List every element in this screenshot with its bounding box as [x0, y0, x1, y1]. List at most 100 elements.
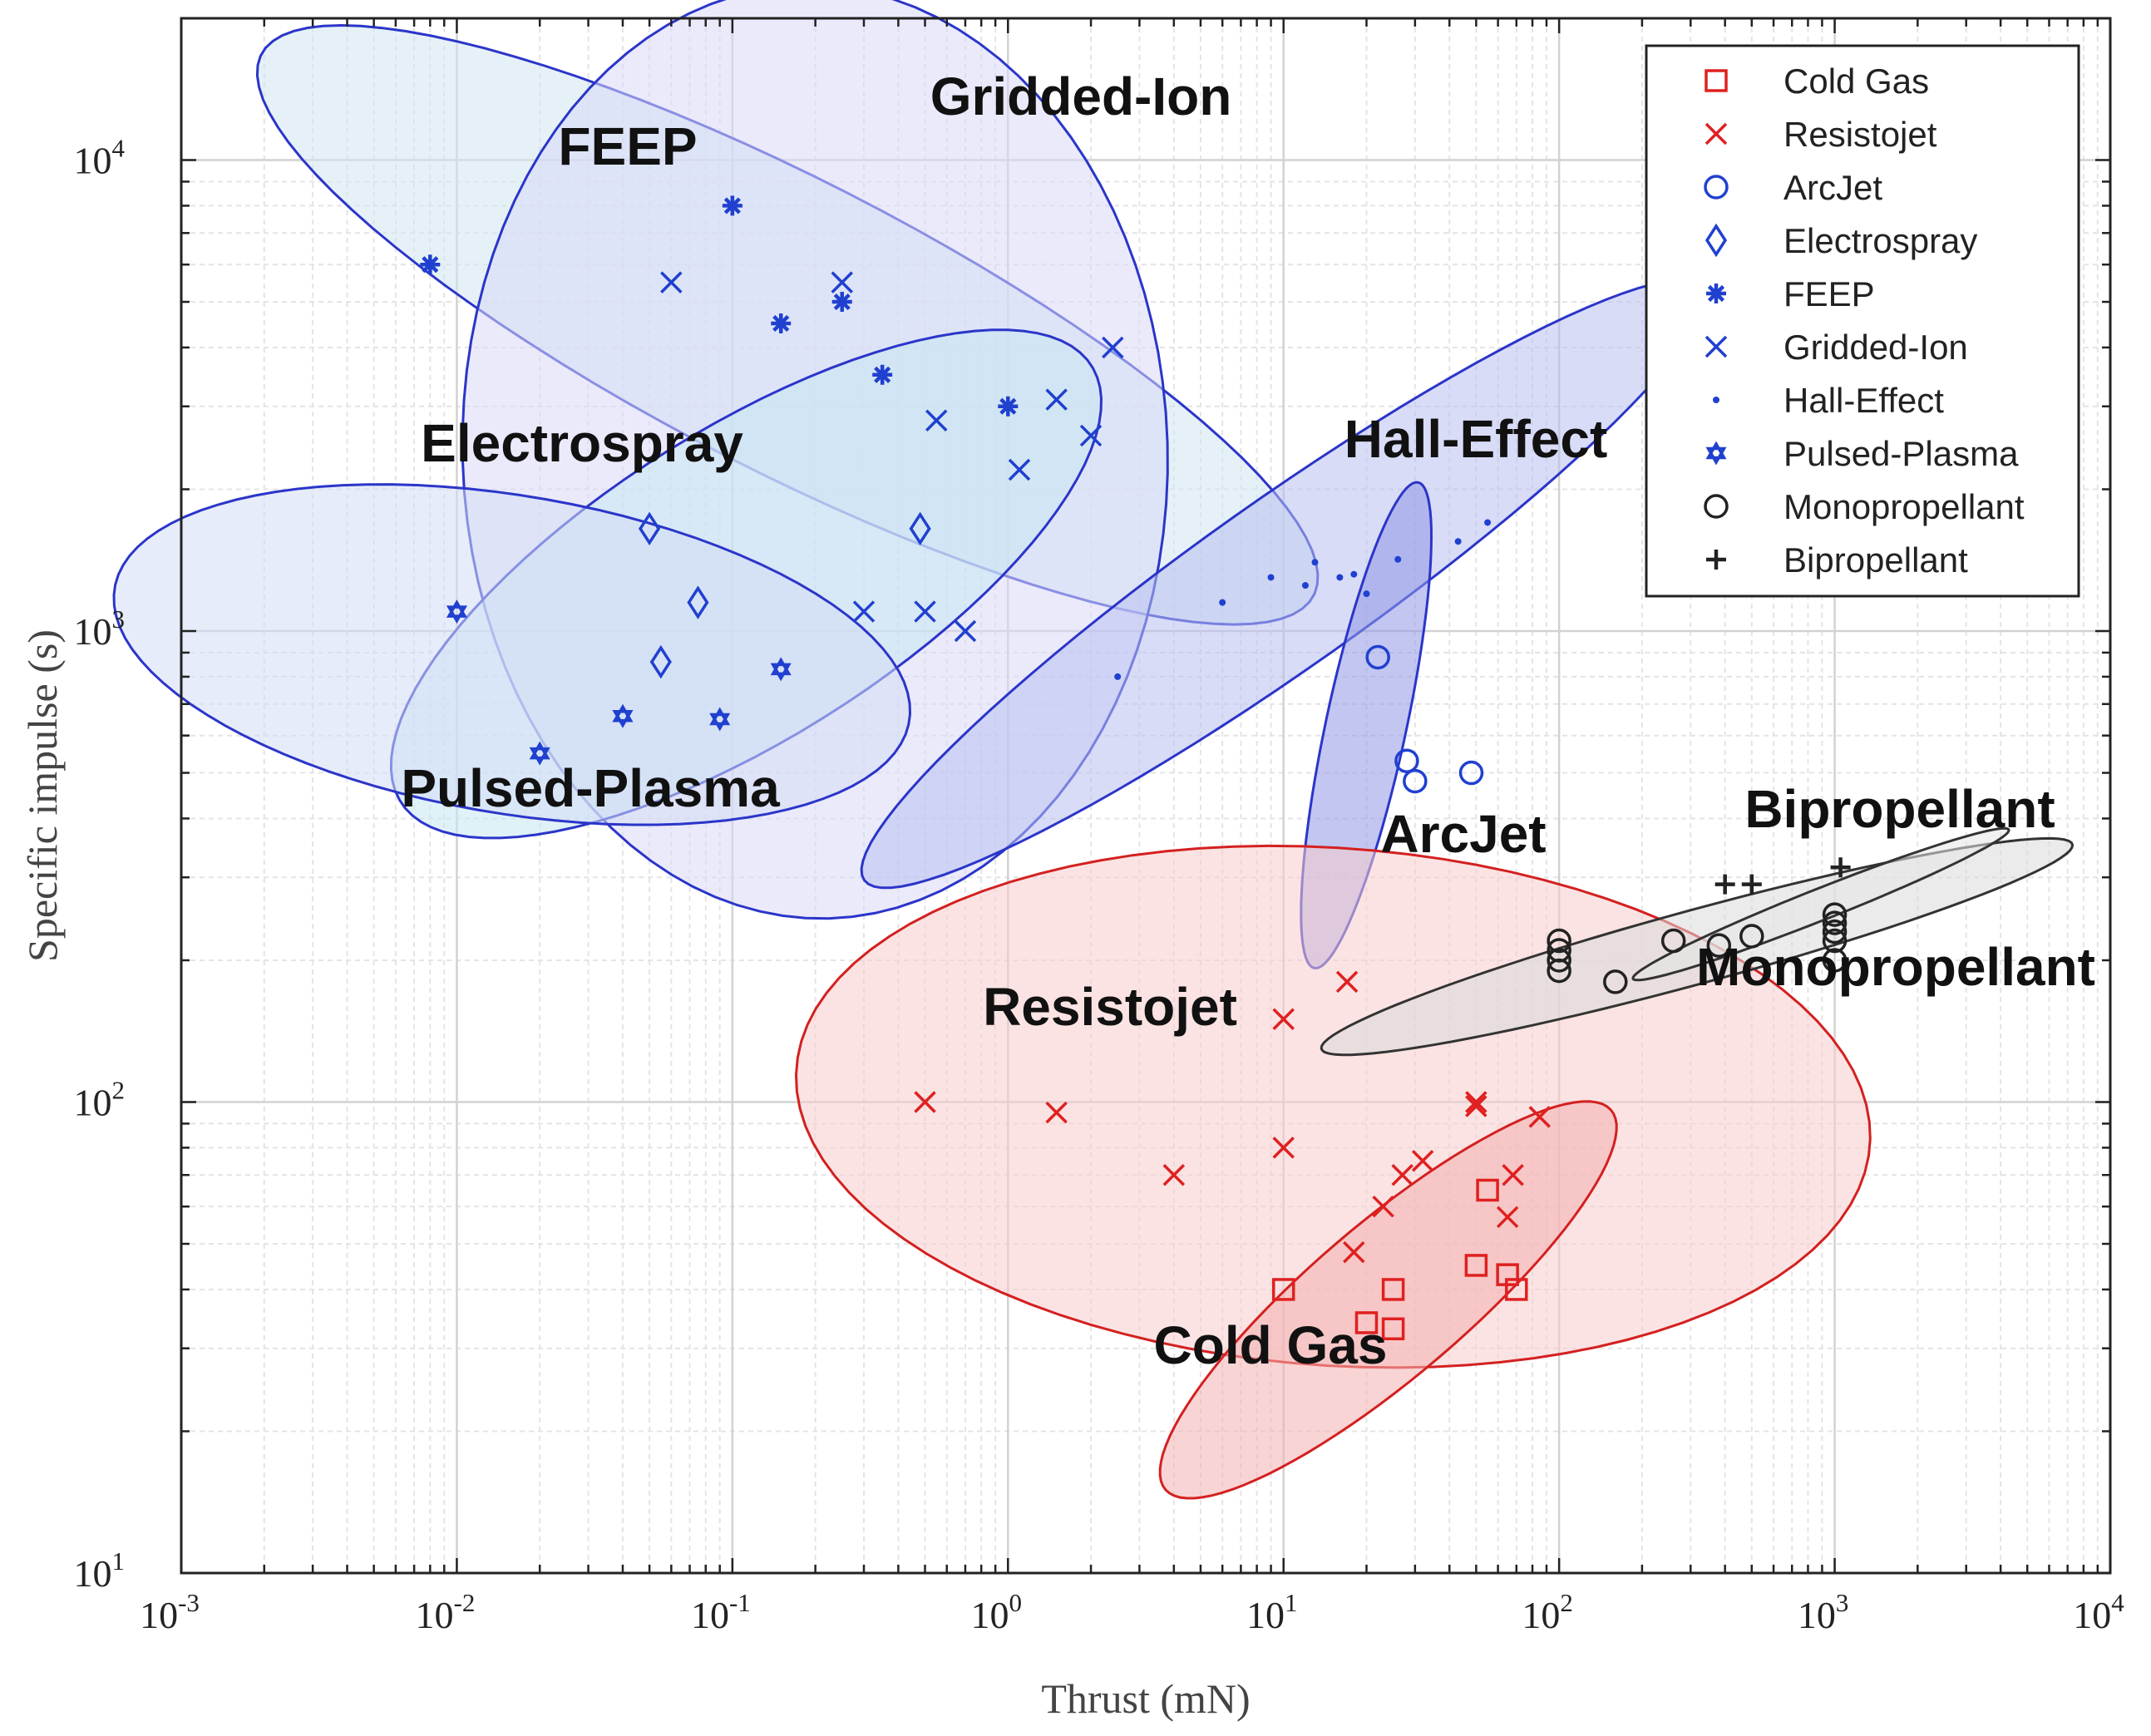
feep-point — [872, 364, 893, 385]
feep-point — [771, 313, 792, 333]
legend-marker — [1705, 335, 1728, 358]
hexagram-triangle — [770, 663, 792, 682]
bipropellant-point — [1714, 874, 1735, 895]
cold-gas-point — [1505, 1278, 1528, 1301]
monopropellant-point — [1547, 948, 1571, 973]
resistojet-point — [1528, 1106, 1551, 1128]
region-label-bipropellant: Bipropellant — [1744, 779, 2055, 839]
y-tick-base: 10 — [74, 1082, 112, 1124]
x-tick-exponent: -3 — [178, 1588, 200, 1617]
x-tick-base: 10 — [416, 1594, 454, 1636]
hall-effect-point — [1484, 519, 1492, 526]
hall-effect-point — [1394, 555, 1402, 563]
legend-entry-label: ArcJet — [1783, 168, 1882, 207]
pulsed-plasma-point — [529, 741, 550, 766]
arcjet-point — [1458, 760, 1484, 786]
monopropellant-point — [1603, 969, 1628, 994]
hall-effect-point — [1350, 570, 1358, 578]
monopropellant-point — [1822, 902, 1848, 927]
y-tick-base: 10 — [74, 610, 112, 653]
hall-effect-point — [1114, 673, 1122, 680]
resistojet-point — [1465, 1095, 1487, 1117]
region-label-electrospray: Electrospray — [421, 413, 743, 473]
resistojet-point — [1162, 1164, 1186, 1186]
legend-entry-label: Cold Gas — [1783, 62, 1929, 101]
region-label-arcjet: ArcJet — [1380, 804, 1546, 864]
x-tick-exponent: -2 — [454, 1588, 476, 1617]
x-tick-label: 103 — [1798, 1588, 1849, 1636]
hexagram-triangle — [770, 657, 792, 676]
y-tick-label: 104 — [74, 134, 126, 182]
x-tick-base: 10 — [691, 1594, 729, 1636]
pulsed-plasma-point — [709, 707, 731, 732]
hexagram-triangle — [1705, 441, 1727, 460]
x-tick-base: 10 — [140, 1594, 178, 1636]
legend-marker — [1704, 175, 1729, 200]
arcjet-point — [1403, 768, 1428, 794]
resistojet-point — [1272, 1137, 1295, 1159]
gridded-ion-point — [914, 600, 936, 623]
y-axis-title: Specific impulse (s) — [19, 629, 66, 962]
y-tick-base: 10 — [74, 140, 112, 182]
x-tick-exponent: 0 — [1009, 1588, 1023, 1617]
legend-marker — [1713, 397, 1719, 403]
y-tick-exponent: 2 — [112, 1076, 126, 1105]
gridded-ion-point — [1008, 458, 1031, 481]
y-tick-exponent: 1 — [112, 1546, 126, 1576]
region-label-hall-effect: Hall-Effect — [1344, 409, 1608, 469]
y-tick-exponent: 4 — [112, 134, 126, 163]
y-tick-label: 101 — [74, 1546, 126, 1595]
region-hall-effect — [860, 279, 1707, 890]
x-tick-label: 10-3 — [140, 1588, 200, 1636]
resistojet-point — [1343, 1240, 1365, 1264]
x-tick-base: 10 — [2073, 1594, 2111, 1636]
gridded-ion-point — [954, 619, 977, 643]
electrospray-point — [909, 511, 931, 546]
y-tick-exponent: 3 — [112, 604, 126, 634]
monopropellant-point — [1822, 948, 1848, 973]
resistojet-point — [1045, 1101, 1068, 1124]
resistojet-point — [1335, 970, 1359, 994]
gridded-ion-point — [660, 271, 683, 293]
gridded-ion-point — [831, 271, 853, 293]
x-tick-label: 100 — [971, 1588, 1023, 1636]
region-label-pulsed-plasma: Pulsed-Plasma — [401, 758, 780, 818]
legend-marker — [1705, 223, 1728, 258]
region-labels: FEEP Gridded-Ion Electrospray Pulsed-Plasma… — [401, 67, 2095, 1375]
hall-effect-point — [1454, 538, 1462, 545]
resistojet-point — [1502, 1164, 1524, 1186]
x-tick-base: 10 — [1522, 1594, 1560, 1636]
gridded-ion-point — [1102, 336, 1124, 359]
plot-frame — [180, 17, 2112, 1575]
data-markers — [420, 195, 1851, 1341]
legend-entry-label: Gridded-Ion — [1783, 328, 1968, 367]
hall-effect-point — [1219, 599, 1226, 606]
electrospray-point — [639, 511, 661, 546]
region-bipropellant — [1631, 826, 2010, 982]
pulsed-plasma-point — [612, 703, 634, 728]
gridded-ion-point — [1079, 424, 1103, 447]
monopropellant-point — [1822, 928, 1848, 954]
legend-entry-label: FEEP — [1783, 274, 1875, 313]
region-label-gridded-ion: Gridded-Ion — [930, 67, 1232, 126]
x-tick-label: 10-1 — [691, 1588, 751, 1636]
x-axis-title: Thrust (mN) — [1041, 1675, 1250, 1722]
axis-ticks — [180, 17, 2110, 1575]
legend-entry-label: Electrospray — [1783, 221, 1977, 260]
hall-effect-point — [1267, 574, 1275, 581]
resistojet-point — [1372, 1195, 1394, 1218]
x-tick-label: 104 — [2073, 1588, 2124, 1636]
cold-gas-point — [1381, 1317, 1405, 1341]
cold-gas-point — [1271, 1278, 1295, 1301]
feep-point — [831, 292, 852, 313]
resistojet-point — [1391, 1164, 1413, 1186]
x-tick-label: 102 — [1522, 1588, 1573, 1636]
resistojet-point — [1496, 1206, 1519, 1229]
hexagram-triangle — [612, 703, 634, 723]
hexagram-triangle — [446, 599, 468, 618]
hexagram-triangle — [612, 709, 634, 728]
resistojet-point — [914, 1091, 936, 1113]
